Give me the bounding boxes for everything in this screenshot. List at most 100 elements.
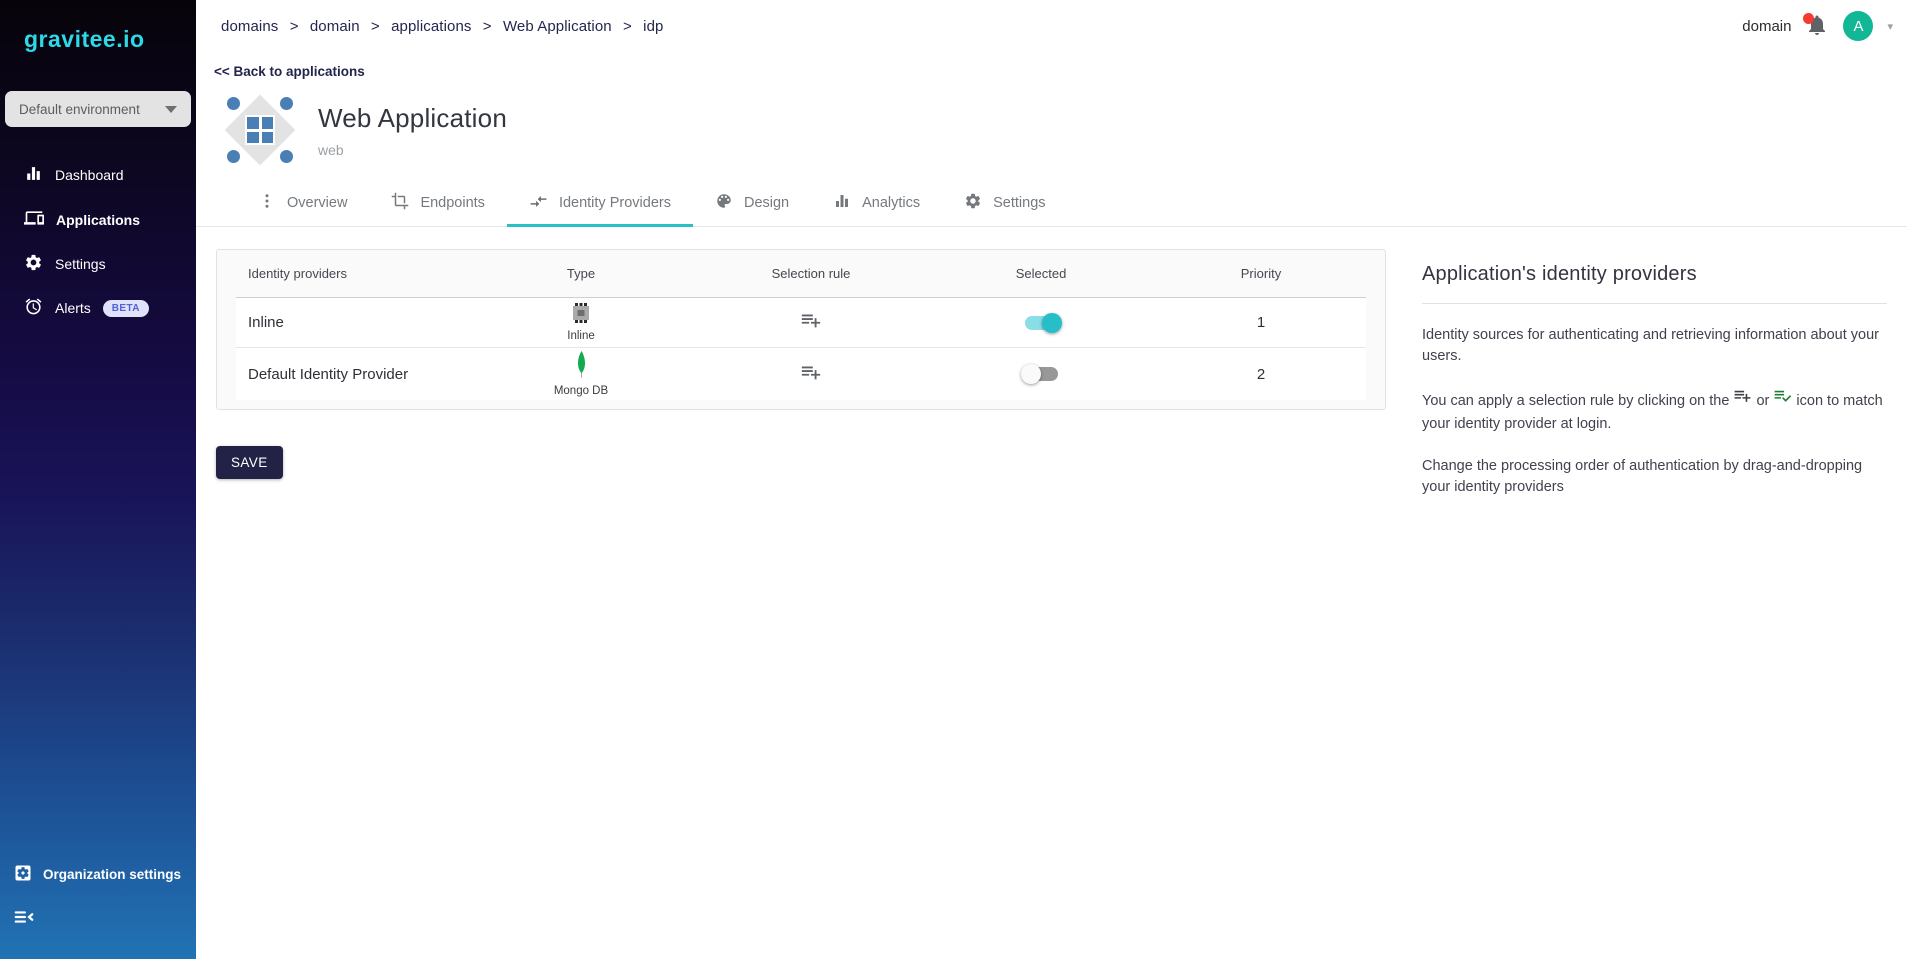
gear-icon: [964, 192, 982, 214]
playlist-add-check-icon: [1773, 390, 1796, 409]
selection-rule-button[interactable]: [696, 361, 926, 388]
gear-square-icon: [13, 863, 33, 886]
beta-badge: BETA: [102, 299, 149, 317]
column-header-identity-providers: Identity providers: [248, 266, 347, 281]
web-application-icon: [224, 94, 296, 166]
idp-name: Inline: [248, 314, 284, 331]
help-text: icon to match your identity provider at …: [1422, 392, 1883, 433]
app-header: Web Application web: [216, 94, 1907, 166]
environment-selector[interactable]: Default environment: [5, 91, 191, 127]
table-row[interactable]: Default Identity Provider Mongo DB: [236, 347, 1366, 400]
domain-label: domain: [1742, 17, 1792, 35]
notification-dot: [1803, 13, 1815, 24]
playlist-add-icon: [800, 309, 822, 336]
breadcrumb-item-domain[interactable]: domain: [309, 17, 360, 35]
priority-value: 1: [1256, 314, 1266, 331]
breadcrumb-item-domains[interactable]: domains: [221, 17, 279, 35]
help-paragraph: You can apply a selection rule by clicki…: [1422, 388, 1887, 435]
main-area: domains > domain > applications > Web Ap…: [196, 0, 1907, 959]
table-body: Inline: [236, 297, 1366, 400]
selected-cell: [926, 363, 1156, 385]
breadcrumb-separator: >: [482, 17, 492, 35]
collapse-sidebar-button[interactable]: [0, 896, 196, 945]
chevron-down-icon[interactable]: ▾: [1887, 20, 1893, 33]
bar-chart-icon: [833, 192, 851, 214]
breadcrumb-item-applications[interactable]: applications: [391, 17, 472, 35]
sidebar-item-applications[interactable]: Applications: [0, 197, 196, 242]
sidebar-item-label: Settings: [55, 256, 106, 272]
tab-label: Identity Providers: [558, 195, 671, 211]
sidebar: gravitee.io Default environment Dashboar…: [0, 0, 196, 959]
page-content: << Back to applications Web Application …: [196, 44, 1907, 166]
help-paragraph: Identity sources for authenticating and …: [1422, 327, 1880, 365]
compare-arrows-icon: [529, 192, 548, 215]
tab-design[interactable]: Design: [693, 182, 811, 227]
palette-icon: [715, 192, 733, 214]
table-row[interactable]: Inline: [236, 298, 1366, 347]
crop-icon: [391, 192, 409, 214]
sidebar-item-organization-settings[interactable]: Organization settings: [0, 853, 196, 896]
sidebar-footer: Organization settings: [0, 853, 196, 959]
identity-providers-table: Identity providers Type Selection rule S…: [216, 249, 1386, 410]
tab-label: Settings: [993, 195, 1046, 211]
tab-label: Analytics: [862, 195, 921, 211]
app-titles: Web Application web: [318, 103, 507, 158]
devices-icon: [24, 208, 44, 231]
gear-icon: [24, 253, 43, 275]
idp-name: Default Identity Provider: [248, 365, 409, 383]
help-panel-title: Application's identity providers: [1422, 263, 1697, 285]
column-header-selected: Selected: [1015, 266, 1067, 281]
idp-type-label: Mongo DB: [553, 385, 609, 397]
selected-toggle[interactable]: [1021, 312, 1062, 334]
idp-type-cell: Inline: [466, 303, 696, 342]
chip-icon: [570, 303, 592, 328]
tab-label: Design: [743, 195, 790, 211]
column-header-type: Type: [566, 266, 596, 281]
alarm-clock-icon: [24, 297, 43, 319]
avatar[interactable]: A: [1843, 11, 1874, 41]
help-panel: Application's identity providers Identit…: [1422, 249, 1907, 498]
environment-selector-value: Default environment: [19, 101, 140, 117]
selection-rule-button[interactable]: [696, 309, 926, 336]
sidebar-item-label: Applications: [56, 211, 141, 228]
tab-analytics[interactable]: Analytics: [811, 182, 942, 227]
breadcrumb-separator: >: [623, 17, 632, 35]
save-button[interactable]: SAVE: [216, 446, 283, 479]
selected-cell: [926, 312, 1156, 334]
toggle-thumb: [1041, 312, 1062, 333]
back-to-applications-link[interactable]: << Back to applications: [214, 64, 365, 79]
notifications-button[interactable]: [1803, 13, 1829, 39]
help-paragraph: Change the processing order of authentic…: [1422, 458, 1863, 496]
sidebar-item-settings[interactable]: Settings: [0, 242, 196, 286]
table-header: Identity providers Type Selection rule S…: [236, 250, 1366, 297]
selected-toggle[interactable]: [1020, 363, 1062, 385]
sidebar-item-dashboard[interactable]: Dashboard: [0, 153, 196, 197]
breadcrumb-item-web-application[interactable]: Web Application: [502, 17, 612, 35]
divider: [1422, 303, 1887, 304]
breadcrumb-item-idp[interactable]: idp: [643, 17, 664, 35]
tab-endpoints[interactable]: Endpoints: [369, 182, 507, 227]
column-header-priority: Priority: [1240, 266, 1282, 281]
help-text: or: [1756, 392, 1770, 409]
sidebar-item-alerts[interactable]: Alerts BETA: [0, 286, 196, 330]
gravitee-logo[interactable]: gravitee.io: [24, 26, 145, 52]
breadcrumb-separator: >: [370, 17, 380, 35]
tab-overview[interactable]: Overview: [236, 182, 369, 227]
topbar-right: domain A ▾: [1742, 11, 1893, 41]
playlist-add-icon: [800, 361, 822, 388]
breadcrumb[interactable]: domains > domain > applications > Web Ap…: [221, 18, 664, 35]
mongodb-leaf-icon: [575, 351, 588, 383]
identity-providers-panel: Identity providers Type Selection rule S…: [216, 249, 1386, 498]
caret-down-icon: [165, 105, 177, 113]
page-title: Web Application: [318, 102, 507, 133]
help-text: You can apply a selection rule by clicki…: [1422, 392, 1730, 409]
tab-settings[interactable]: Settings: [942, 182, 1067, 227]
idp-type-cell: Mongo DB: [466, 351, 696, 397]
collapse-menu-icon: [13, 911, 35, 932]
sidebar-spacer: [0, 330, 196, 853]
priority-value: 2: [1256, 365, 1266, 383]
tab-bar: Overview Endpoints Identity Providers De…: [196, 182, 1907, 227]
page-subtitle: web: [318, 141, 344, 158]
tab-identity-providers[interactable]: Identity Providers: [506, 182, 693, 227]
idp-type-label: Inline: [567, 330, 595, 342]
